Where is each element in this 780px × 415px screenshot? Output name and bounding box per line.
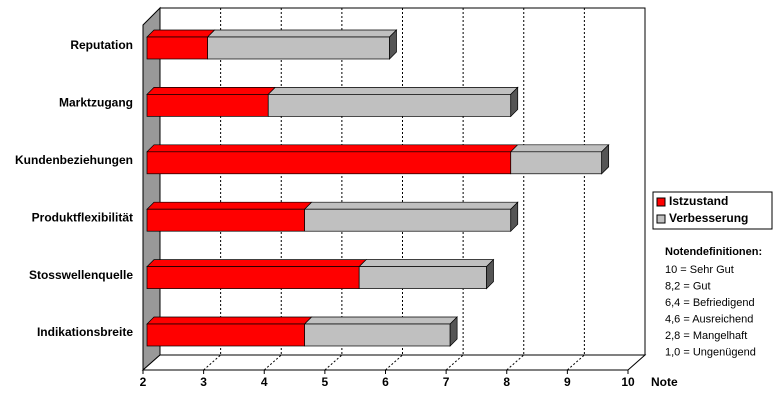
x-tick-label: 10 bbox=[621, 375, 635, 389]
bar bbox=[207, 36, 390, 60]
bar-top bbox=[303, 201, 519, 210]
note: 10 = Sehr Gut bbox=[665, 264, 734, 276]
y-tick-label: Kundenbeziehungen bbox=[15, 153, 133, 167]
y-tick-label: Indikationsbreite bbox=[37, 325, 133, 339]
x-axis-title: Note bbox=[651, 375, 678, 389]
x-tick-label: 3 bbox=[200, 375, 207, 389]
bar-top bbox=[206, 29, 398, 38]
bar bbox=[146, 208, 305, 232]
bar-top bbox=[146, 201, 313, 210]
bar-top bbox=[146, 259, 368, 267]
side-wall bbox=[142, 6, 161, 372]
note: 6,4 = Befriedigend bbox=[665, 297, 755, 309]
note: 1,0 = Ungenügend bbox=[665, 346, 756, 358]
note: 4,6 = Ausreichend bbox=[665, 313, 753, 325]
bar bbox=[146, 323, 305, 347]
bar-side bbox=[601, 143, 610, 175]
y-tick-label: Marktzugang bbox=[59, 96, 133, 110]
bar-top bbox=[509, 144, 610, 153]
bar bbox=[304, 208, 512, 232]
legend-label: Istzustand bbox=[669, 194, 728, 208]
x-tick-label: 6 bbox=[382, 375, 389, 389]
bar bbox=[146, 36, 208, 60]
bar-top bbox=[303, 316, 458, 325]
legend-label: Verbesserung bbox=[669, 211, 748, 225]
x-tick-label: 8 bbox=[503, 375, 510, 389]
bar bbox=[146, 266, 360, 289]
bar-side bbox=[486, 258, 494, 290]
bar bbox=[146, 94, 269, 117]
x-tick-label: 2 bbox=[140, 375, 147, 389]
legend-swatch bbox=[656, 197, 666, 207]
note: 2,8 = Mangelhaft bbox=[665, 330, 747, 342]
bar bbox=[358, 266, 487, 289]
bar-side bbox=[510, 201, 519, 233]
y-tick-label: Produktflexibilität bbox=[32, 210, 133, 224]
bar bbox=[304, 323, 451, 347]
notes-title: Notendefinitionen: bbox=[665, 246, 762, 258]
x-tick-label: 7 bbox=[443, 375, 450, 389]
legend-swatch bbox=[656, 214, 666, 224]
floor bbox=[141, 354, 647, 371]
bar bbox=[146, 151, 512, 175]
bar-top bbox=[146, 29, 216, 38]
bar-side bbox=[389, 29, 397, 60]
bar-top bbox=[146, 316, 313, 325]
bar bbox=[510, 151, 603, 175]
bar-top bbox=[146, 144, 519, 153]
bar-top bbox=[267, 87, 519, 95]
bar-side bbox=[510, 86, 519, 118]
y-tick-label: Reputation bbox=[70, 38, 133, 52]
bar-top bbox=[358, 259, 495, 267]
x-tick-label: 4 bbox=[261, 375, 268, 389]
bar-top bbox=[146, 87, 277, 95]
y-tick-label: Stosswellenquelle bbox=[29, 268, 133, 282]
bar bbox=[267, 94, 512, 117]
note: 8,2 = Gut bbox=[665, 280, 711, 292]
x-tick-label: 9 bbox=[564, 375, 571, 389]
legend bbox=[652, 191, 773, 230]
bar-side bbox=[449, 316, 458, 347]
x-tick-label: 5 bbox=[322, 375, 329, 389]
